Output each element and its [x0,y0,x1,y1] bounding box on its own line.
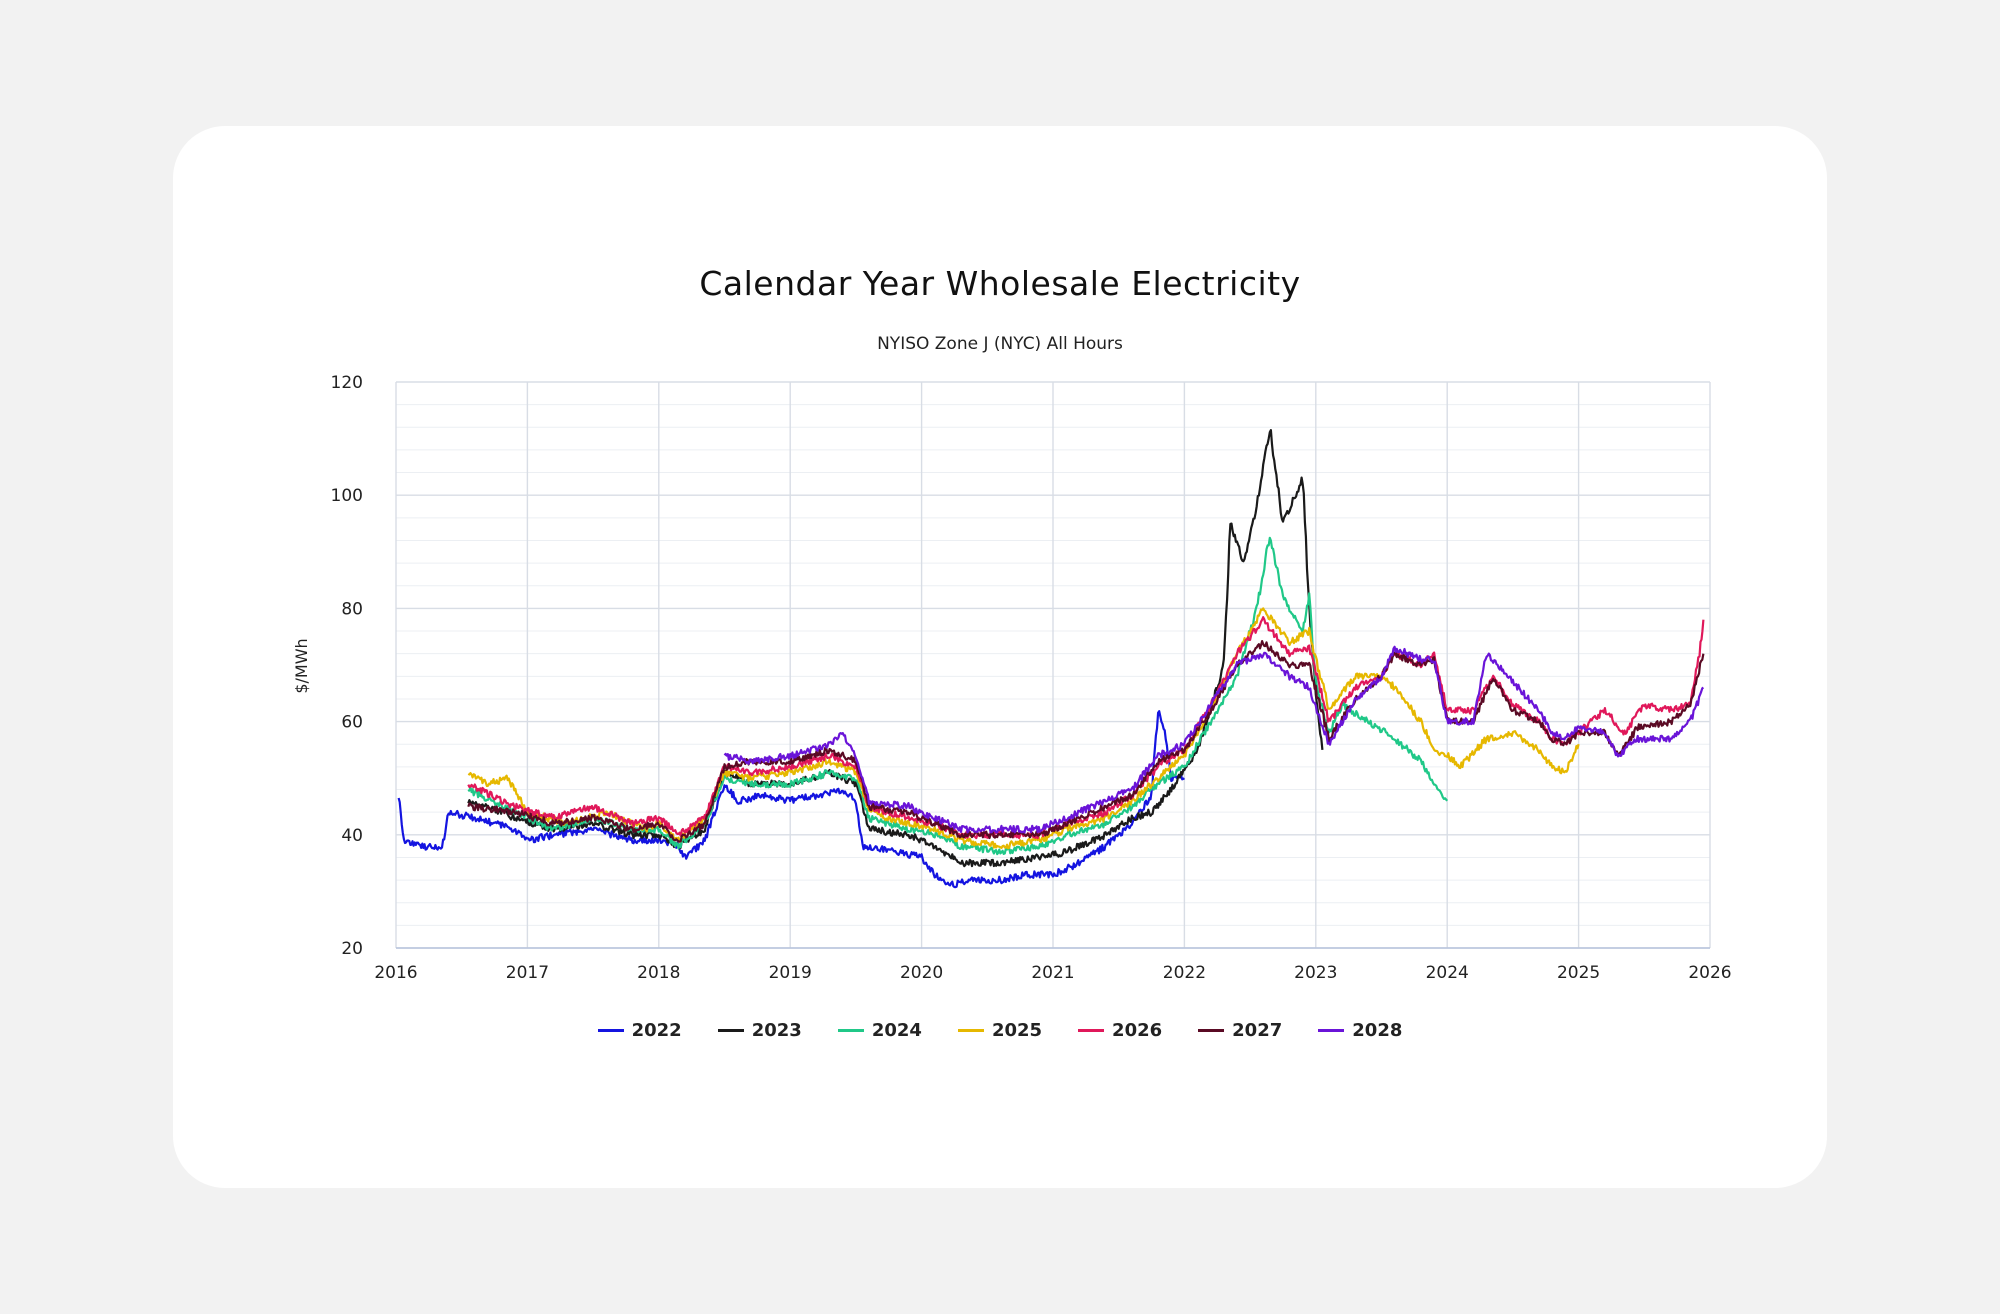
series-line-2022 [397,710,1185,889]
legend-swatch [1078,1029,1105,1032]
x-tick-label: 2016 [374,963,417,983]
x-tick-label: 2024 [1426,963,1469,983]
x-tick-label: 2019 [769,963,812,983]
legend-swatch [957,1029,984,1032]
legend-swatch [1318,1029,1345,1032]
series-line-2028 [723,645,1704,834]
x-tick-label: 2018 [637,963,680,983]
legend: 2022 2023 2024 2025 2026 2027 2028 [0,1020,2000,1041]
legend-item-2028[interactable]: 2028 [1318,1020,1402,1041]
legend-label: 2023 [751,1020,802,1041]
chart-card [173,126,1827,1188]
y-axis-label: $/MWh [292,638,311,693]
legend-label: 2024 [871,1020,922,1041]
y-tick-label: 60 [341,713,363,733]
legend-item-2022[interactable]: 2022 [597,1020,682,1041]
legend-swatch [717,1029,744,1032]
legend-label: 2026 [1112,1020,1163,1041]
x-tick-label: 2021 [1031,963,1074,983]
series-line-2027 [467,639,1705,843]
chart-subtitle: NYISO Zone J (NYC) All Hours [877,334,1123,354]
series-line-2023 [467,429,1324,868]
legend-item-2025[interactable]: 2025 [957,1020,1043,1041]
series-line-2025 [467,607,1580,850]
x-tick-label: 2026 [1688,963,1731,983]
x-tick-label: 2025 [1557,963,1600,983]
x-tick-label: 2022 [1163,963,1206,983]
grid [395,381,1711,949]
y-axis: 20 40 60 80 100 120 [331,373,363,959]
x-tick-label: 2023 [1294,963,1337,983]
legend-item-2026[interactable]: 2026 [1078,1020,1162,1041]
legend-label: 2025 [991,1020,1043,1041]
y-tick-label: 100 [331,486,363,506]
x-axis: 2016 2017 2018 2019 2020 2021 2022 2023 2024 2025… [374,963,1731,983]
x-tick-label: 2020 [900,963,943,983]
legend-swatch [837,1029,864,1032]
legend-label: 2022 [631,1020,682,1041]
legend-label: 2027 [1232,1020,1283,1041]
legend-swatch [1198,1029,1225,1032]
legend-item-2023[interactable]: 2023 [717,1020,802,1041]
series-lines [397,429,1705,889]
series-line-2026 [467,616,1705,840]
series-line-2024 [467,536,1449,856]
chart-title: Calendar Year Wholesale Electricity [699,264,1301,303]
x-tick-label: 2017 [506,963,549,983]
legend-swatch [597,1029,624,1032]
legend-item-2024[interactable]: 2024 [837,1020,922,1041]
y-tick-label: 40 [341,826,363,846]
legend-label: 2028 [1352,1020,1403,1041]
y-tick-label: 20 [341,939,363,959]
y-tick-label: 120 [331,373,363,393]
legend-item-2027[interactable]: 2027 [1198,1020,1282,1041]
y-tick-label: 80 [341,599,363,619]
